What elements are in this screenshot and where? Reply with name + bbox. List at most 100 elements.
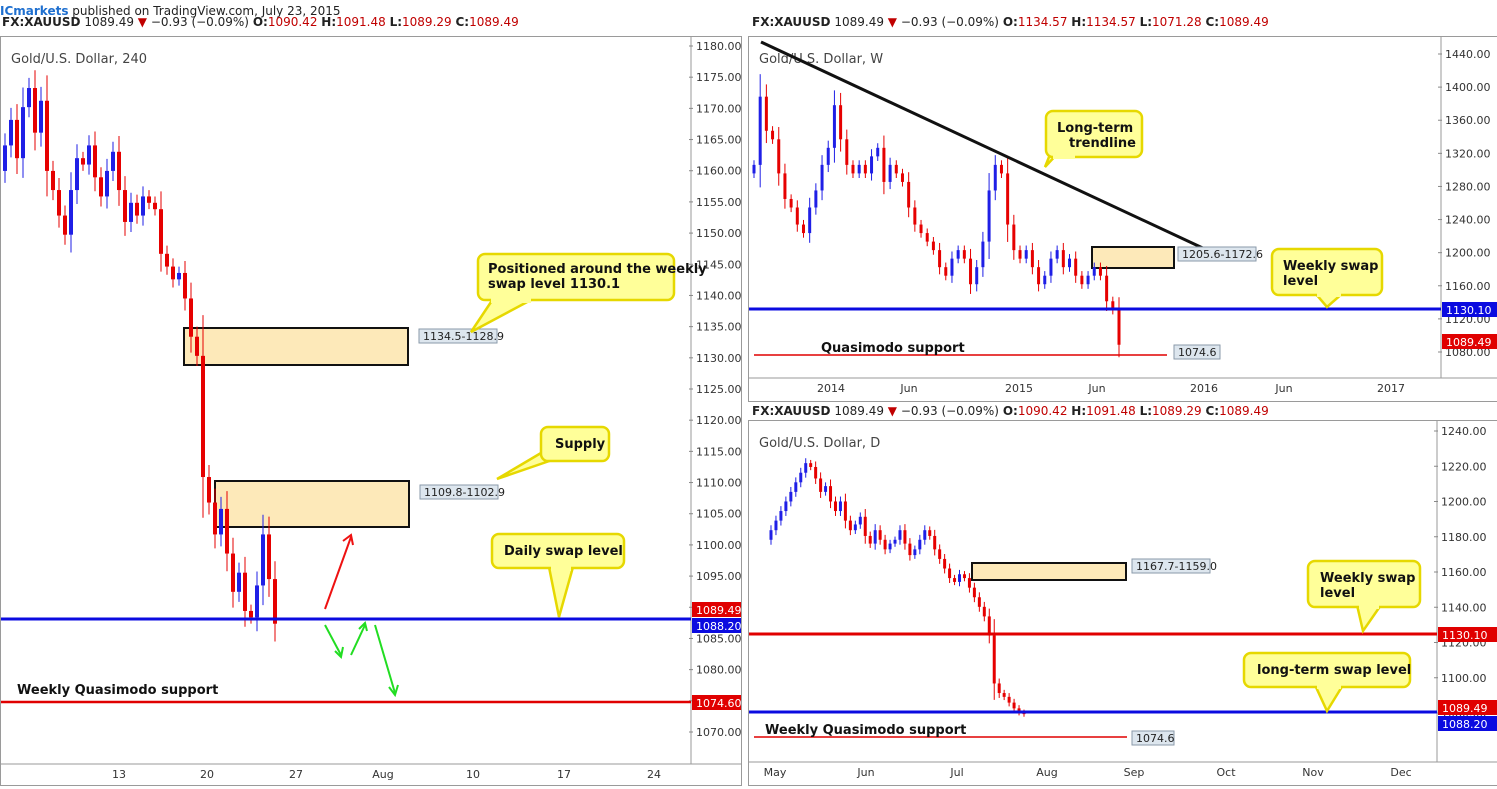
candle-body: [833, 501, 837, 512]
candle-body: [839, 105, 843, 140]
y-tick-label: 1240.00: [1441, 425, 1487, 438]
candle-body: [977, 597, 981, 607]
daily-chart-svg[interactable]: Gold/U.S. Dollar, D 1240.00 1220.00 1200.0…: [749, 421, 1497, 785]
candle-body: [992, 635, 996, 684]
candle-body: [1061, 250, 1065, 268]
y-tick-label: 1095.00: [696, 570, 741, 583]
candle-body: [111, 151, 115, 171]
change-value: −0.93 (−0.09%): [900, 404, 999, 418]
candle-body: [863, 164, 867, 174]
down-triangle-icon: ▼: [137, 15, 148, 29]
candle-body: [105, 170, 109, 197]
candles: [769, 458, 1026, 717]
candle-body: [99, 177, 103, 197]
candle-body: [783, 173, 787, 199]
candle-body: [231, 553, 235, 592]
price-tag-qm: 1074.60: [696, 697, 741, 710]
price-tag-current: 1089.49: [1446, 336, 1492, 349]
weekly-quasimodo-label: Weekly Quasimodo support: [765, 723, 966, 738]
zone-1134-1128[interactable]: [183, 327, 409, 366]
h4-chart-svg[interactable]: Gold/U.S. Dollar, 240 1180.00 1175.00 1170…: [1, 37, 742, 785]
candle-body: [919, 224, 923, 234]
candle-body: [752, 164, 756, 174]
close-label: C:: [1205, 15, 1220, 29]
y-tick-label: 1100.00: [1441, 672, 1487, 685]
x-tick-label: Jun: [1087, 382, 1105, 395]
x-tick-label: 24: [647, 768, 661, 781]
open-value: 1090.42: [267, 15, 318, 29]
zone-label-box: [1131, 558, 1211, 574]
y-tick-label: 1200.00: [1441, 496, 1487, 509]
candle-body: [159, 209, 163, 254]
zone-1205-1172[interactable]: [1091, 246, 1175, 269]
x-axis: 2014 Jun 2015 Jun 2016 Jun 2017: [817, 382, 1405, 395]
candle-body: [1012, 224, 1016, 251]
candle-body: [809, 463, 813, 467]
candle-body: [207, 477, 211, 503]
low-label: L:: [389, 15, 403, 29]
candle-body: [826, 147, 830, 165]
h4-chart-panel[interactable]: Gold/U.S. Dollar, 240 1180.00 1175.00 1170…: [0, 36, 742, 786]
candle-body: [908, 543, 912, 556]
candle-body: [1017, 708, 1021, 713]
y-tick-label: 1080.00: [1445, 346, 1491, 359]
candle-body: [982, 606, 986, 617]
note-supply: Supply: [496, 425, 611, 481]
daily-chart-panel[interactable]: Gold/U.S. Dollar, D 1240.00 1220.00 1200.0…: [748, 420, 1497, 786]
candle-body: [57, 190, 61, 216]
zone-label-box: [1173, 344, 1221, 360]
x-axis: May Jun Jul Aug Sep Oct Nov Dec: [764, 766, 1412, 779]
y-tick-label: 1115.00: [696, 445, 741, 458]
y-axis: 1240.00 1220.00 1200.00 1180.00 1160.00 1140.…: [1434, 425, 1487, 720]
y-tick-label: 1160.00: [696, 165, 741, 178]
icmarkets-logo[interactable]: ICmarkets: [0, 4, 69, 18]
supply-zone-1109-1102[interactable]: [214, 480, 410, 528]
candle-body: [769, 530, 773, 540]
candle-body: [147, 196, 151, 203]
candle-body: [888, 543, 892, 550]
candle-body: [925, 233, 929, 242]
candle-body: [1012, 702, 1016, 709]
x-tick-label: 20: [200, 768, 214, 781]
candle-body: [962, 250, 966, 259]
candle-body: [789, 491, 793, 502]
zone-1167-1159[interactable]: [971, 562, 1127, 581]
y-tick-label: 1080.00: [696, 664, 741, 677]
candle-body: [893, 539, 897, 544]
weekly-quote-header: FX:XAUUSD 1089.49 ▼ −0.93 (−0.09%) O:113…: [752, 11, 1269, 33]
y-tick-label: 1155.00: [696, 196, 741, 209]
x-tick-label: Dec: [1390, 766, 1411, 779]
candle-body: [261, 534, 265, 586]
y-tick-label: 1220.00: [1441, 460, 1487, 473]
price-tag-bg: [1442, 302, 1497, 317]
candle-body: [913, 207, 917, 225]
y-tick-label: 1180.00: [696, 40, 741, 53]
candle-body: [918, 539, 922, 550]
note-weekly-swap: Weekly swap level: [1306, 559, 1422, 635]
low-value: 1089.29: [402, 15, 452, 29]
weekly-chart-panel[interactable]: Gold/U.S. Dollar, W 1440.00 1400.00 1360.0…: [748, 36, 1497, 402]
price-tag-bg: [692, 602, 741, 617]
candle-body: [999, 164, 1003, 174]
green-path-arrows: [324, 621, 399, 698]
candle-body: [857, 164, 861, 174]
candle-body: [1080, 275, 1084, 285]
weekly-chart-svg[interactable]: Gold/U.S. Dollar, W 1440.00 1400.00 1360.0…: [749, 37, 1497, 401]
candle-body: [33, 88, 37, 133]
note-weekly-swap: Weekly swap level: [1270, 247, 1384, 309]
candle-body: [938, 549, 942, 559]
zone-label-box: [418, 328, 498, 344]
candle-body: [993, 164, 997, 191]
open-label: O:: [252, 15, 268, 29]
x-tick-label: Sep: [1124, 766, 1145, 779]
candle-body: [123, 190, 127, 222]
y-tick-label: 1145.00: [696, 258, 741, 271]
candle-body: [799, 472, 803, 483]
low-label: L:: [1139, 15, 1153, 29]
candle-body: [923, 530, 927, 540]
candle-body: [27, 88, 31, 108]
long-term-trendline[interactable]: [760, 40, 1208, 252]
low-value: 1089.29: [1152, 404, 1202, 418]
open-value: 1090.42: [1017, 404, 1068, 418]
